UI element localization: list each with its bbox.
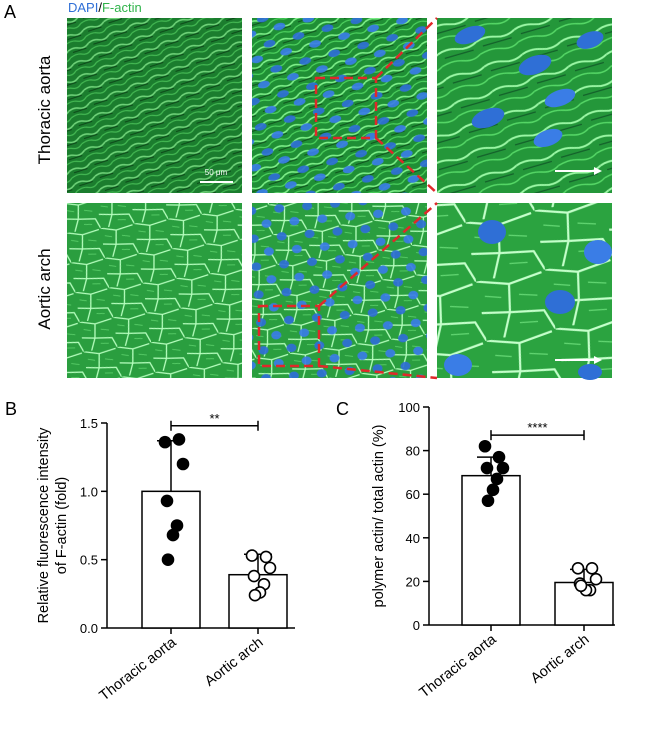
data-point xyxy=(161,553,175,566)
data-point xyxy=(176,457,190,471)
y-axis-label: Relative fluorescence intensity xyxy=(36,427,52,624)
data-point xyxy=(571,562,585,575)
micrograph-panel: A DAPI/F-actin Thoracic aorta Aortic arc… xyxy=(4,0,612,380)
x-tick-label: Thoracic aorta xyxy=(97,634,181,704)
legend-separator: / xyxy=(98,0,102,15)
data-point xyxy=(160,494,174,508)
y-tick-label: 0.0 xyxy=(80,621,98,636)
data-point xyxy=(585,562,599,575)
y-tick-label: 60 xyxy=(406,487,420,502)
x-tick-label: Aortic arch xyxy=(528,632,592,687)
legend-factin: F-actin xyxy=(102,0,142,15)
chart-c: C 0 20 40 60 80 100 polymer actin/ total actin … xyxy=(336,399,615,701)
data-point xyxy=(490,472,504,486)
image-arch-merge xyxy=(252,203,427,378)
data-point xyxy=(481,494,495,508)
image-thoracic-zoom xyxy=(437,18,612,193)
x-tick-label: Aortic arch xyxy=(202,635,266,690)
row-label-thoracic: Thoracic aorta xyxy=(35,55,54,164)
flow-arrow-icon xyxy=(594,167,602,175)
scale-bar xyxy=(200,181,233,183)
data-point xyxy=(486,483,500,497)
data-point xyxy=(172,433,186,446)
data-point xyxy=(492,450,506,464)
roi-box-thoracic xyxy=(314,76,378,140)
image-arch-zoom xyxy=(437,203,612,380)
significance-label: ** xyxy=(209,411,219,426)
legend-dapi: DAPI xyxy=(68,0,98,15)
data-point xyxy=(574,579,588,593)
y-tick-label: 100 xyxy=(398,400,420,415)
data-point xyxy=(245,549,259,562)
significance-label: **** xyxy=(527,420,547,435)
panel-letter: B xyxy=(5,399,17,419)
panel-a-letter: A xyxy=(4,2,16,22)
bar xyxy=(141,490,201,629)
image-arch-factin xyxy=(67,203,242,378)
zoom-connector xyxy=(318,364,438,380)
zoom-connector xyxy=(318,202,438,307)
roi-box-arch xyxy=(257,304,321,368)
data-point xyxy=(496,461,510,475)
data-point xyxy=(263,561,277,575)
y-tick-label: 0 xyxy=(413,618,420,633)
image-thoracic-factin: 50 μm xyxy=(67,18,242,193)
y-tick-label: 1.0 xyxy=(80,484,98,499)
y-tick-label: 40 xyxy=(406,531,420,546)
scale-bar-label: 50 μm xyxy=(205,168,228,177)
data-point xyxy=(247,569,261,583)
stain-legend: DAPI/F-actin xyxy=(68,0,142,15)
x-tick-label: Thoracic aorta xyxy=(417,631,501,701)
row-label-arch: Aortic arch xyxy=(35,248,54,329)
y-tick-label: 20 xyxy=(406,574,420,589)
data-point xyxy=(259,550,273,564)
data-point xyxy=(480,461,494,475)
data-point xyxy=(166,528,180,542)
zoom-connector xyxy=(375,17,438,79)
panel-letter: C xyxy=(336,399,349,419)
data-point xyxy=(589,572,603,586)
y-tick-label: 80 xyxy=(406,444,420,459)
data-point xyxy=(158,435,172,449)
image-thoracic-merge xyxy=(252,18,427,193)
chart-b: B 0.0 0.5 1.0 1.5 Relative fluorescence inten… xyxy=(5,399,295,704)
y-axis-label: polymer actin/ total actin (%) xyxy=(371,425,387,608)
y-tick-label: 0.5 xyxy=(80,553,98,568)
y-axis-label: of F-actin (fold) xyxy=(54,477,70,575)
y-tick-label: 1.5 xyxy=(80,416,98,431)
flow-arrow-icon xyxy=(594,356,602,364)
data-point xyxy=(248,588,262,602)
data-point xyxy=(478,439,492,453)
